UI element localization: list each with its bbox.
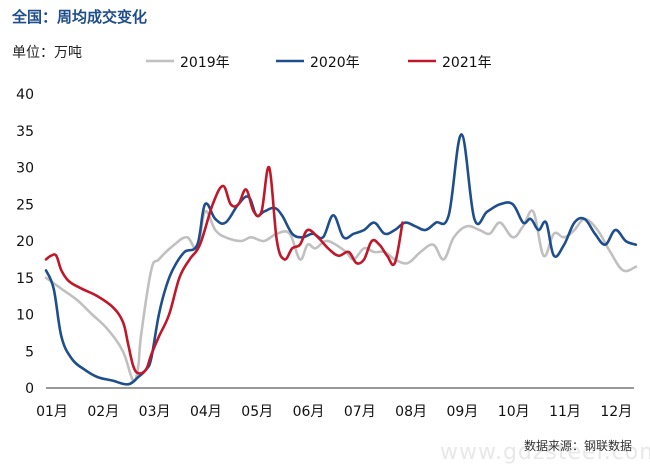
unit-label: 单位：万吨 (12, 45, 82, 61)
x-tick-label: 06月 (293, 404, 325, 420)
y-tick-label: 25 (16, 197, 34, 213)
source-note: 数据来源：钢联数据 (523, 439, 632, 453)
y-tick-label: 0 (25, 381, 34, 397)
x-tick-label: 02月 (87, 404, 119, 420)
y-tick-label: 20 (16, 234, 34, 250)
x-tick-label: 10月 (498, 404, 530, 420)
watermark: www.gdzsteel.com (440, 440, 650, 465)
x-tick-label: 05月 (241, 404, 273, 420)
x-tick-label: 09月 (446, 404, 478, 420)
series-line-2020 (44, 133, 638, 386)
x-tick-label: 01月 (36, 404, 68, 420)
legend-label: 2019年 (180, 55, 230, 71)
x-tick-label: 03月 (139, 404, 171, 420)
legend-label: 2020年 (310, 55, 360, 71)
y-tick-label: 35 (16, 124, 34, 140)
series-line-2019 (44, 209, 638, 383)
x-tick-label: 08月 (395, 404, 427, 420)
y-tick-label: 40 (16, 87, 34, 103)
y-tick-label: 15 (16, 271, 34, 287)
series-line-2021 (44, 166, 404, 375)
y-tick-label: 5 (25, 344, 34, 360)
legend-label: 2021年 (442, 55, 492, 71)
y-tick-label: 30 (16, 161, 34, 177)
x-tick-label: 04月 (190, 404, 222, 420)
x-tick-label: 11月 (549, 404, 581, 420)
y-tick-label: 10 (16, 308, 34, 324)
x-tick-label: 12月 (600, 404, 632, 420)
chart-title: 全国：周均成交变化 (12, 8, 148, 26)
x-tick-label: 07月 (344, 404, 376, 420)
